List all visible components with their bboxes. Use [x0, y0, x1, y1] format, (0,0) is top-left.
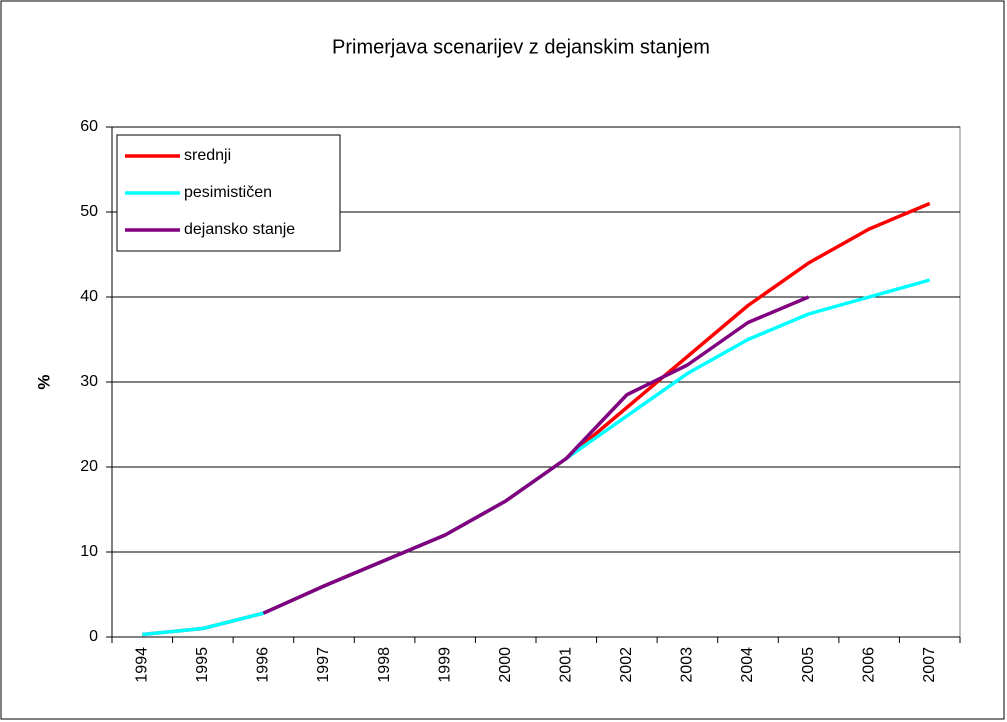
x-tick-label: 2003 — [679, 647, 696, 683]
x-tick-label: 1999 — [436, 647, 453, 683]
y-tick-label: 60 — [80, 118, 98, 135]
legend-label: pesimističen — [184, 184, 272, 201]
y-tick-label: 20 — [80, 458, 98, 475]
legend-label: dejansko stanje — [184, 221, 295, 238]
y-tick-label: 30 — [80, 373, 98, 390]
x-tick-label: 2007 — [921, 647, 938, 683]
x-tick-label: 1994 — [134, 647, 151, 683]
x-tick-label: 2004 — [739, 647, 756, 683]
x-tick-label: 1995 — [194, 647, 211, 683]
x-tick-label: 2000 — [497, 647, 514, 683]
y-tick-label: 50 — [80, 203, 98, 220]
x-tick-label: 2002 — [618, 647, 635, 683]
y-tick-label: 40 — [80, 288, 98, 305]
y-tick-label: 10 — [80, 543, 98, 560]
x-tick-label: 1998 — [376, 647, 393, 683]
x-tick-label: 2006 — [860, 647, 877, 683]
y-axis-label: % — [34, 374, 53, 389]
x-tick-label: 2001 — [558, 647, 575, 683]
series-line — [262, 295, 810, 615]
legend-label: srednji — [184, 147, 231, 164]
chart-title: Primerjava scenarijev z dejanskim stanje… — [332, 36, 710, 58]
y-tick-label: 0 — [89, 628, 98, 645]
x-tick-label: 1996 — [255, 647, 272, 683]
x-tick-label: 2005 — [800, 647, 817, 683]
x-tick-label: 1997 — [315, 647, 332, 683]
